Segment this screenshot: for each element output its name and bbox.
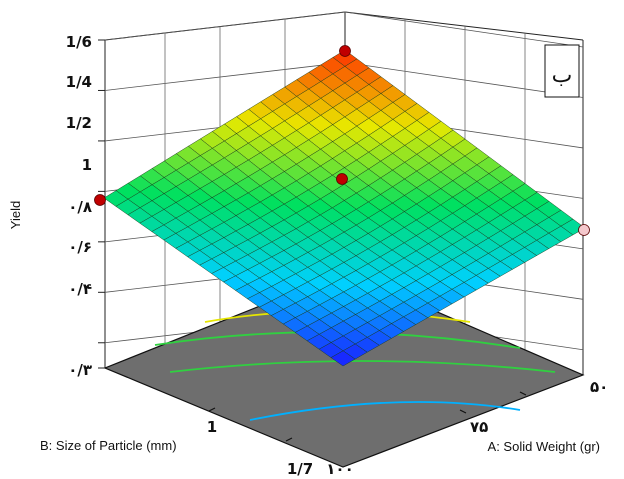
z-tick-label: 1 xyxy=(82,156,92,174)
panel-label-box: ب xyxy=(544,44,580,98)
design-point-right xyxy=(578,224,590,236)
y-tick-label: 1 xyxy=(207,418,217,436)
x-axis-label: A: Solid Weight (gr) xyxy=(488,439,600,454)
surface-cell xyxy=(330,350,356,367)
y-axis-label: B: Size of Particle (mm) xyxy=(40,438,177,453)
z-axis-label: Yield xyxy=(8,201,23,229)
floor-tick-mark xyxy=(519,391,527,396)
z-tick-label: ۰/۳ xyxy=(68,361,92,379)
design-point-left xyxy=(94,194,106,206)
z-tick-label: 1/6 xyxy=(66,33,92,51)
design-point-back-top xyxy=(339,45,351,57)
z-tick-label: ۰/۴ xyxy=(68,280,92,298)
grid-line xyxy=(104,11,584,48)
z-tick-label: ۰/۶ xyxy=(68,238,92,256)
tick-labels: ۰/۳ ۰/۴ ۰/۶ ۰/۸ 1 1/2 1/4 1/6 ۵۰ ۷۵ ۱۰۰ 1 1/7 xyxy=(66,33,609,478)
x-tick-label: ۱۰۰ xyxy=(326,460,353,478)
x-tick-label: ۷۵ xyxy=(470,418,488,436)
x-tick-label: ۵۰ xyxy=(590,378,608,396)
response-surface-mesh xyxy=(103,49,586,367)
design-point-center xyxy=(336,173,348,185)
floor-tick-mark xyxy=(208,407,216,412)
z-tick-label: 1/2 xyxy=(66,114,92,132)
z-tick-label: 1/4 xyxy=(66,73,92,91)
floor-tick-mark xyxy=(285,437,293,442)
panel-label: ب xyxy=(552,63,573,88)
floor-contour xyxy=(249,401,521,421)
floor-contour xyxy=(169,360,556,373)
box-top-right xyxy=(344,11,584,41)
y-tick-label: 1/7 xyxy=(287,460,313,478)
floor-plane xyxy=(103,271,585,468)
z-tick-label: ۰/۸ xyxy=(68,198,92,216)
design-points xyxy=(94,45,590,236)
floor-tick-mark xyxy=(459,409,467,414)
